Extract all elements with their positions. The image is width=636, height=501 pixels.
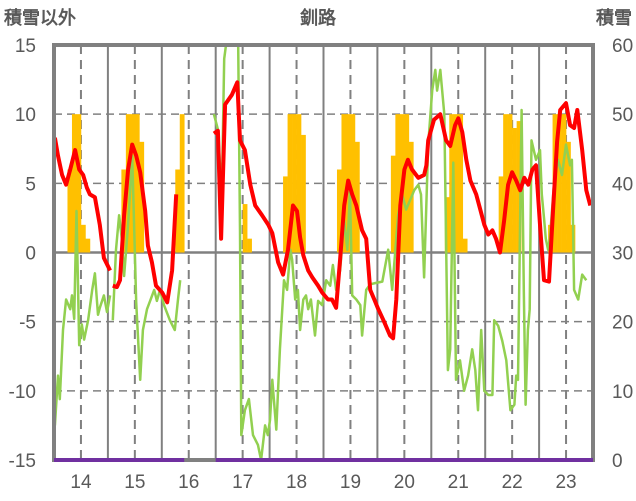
right-tick-label: 60 — [612, 36, 633, 57]
x-tick-label: 20 — [394, 472, 415, 493]
snow-bar — [561, 114, 567, 253]
x-tick-label: 19 — [340, 472, 361, 493]
snow-bar — [458, 114, 464, 253]
snow-bar — [395, 114, 401, 253]
snow-bar — [453, 114, 459, 253]
snow-bar — [175, 169, 181, 253]
snow-bar — [354, 141, 360, 253]
green-series-line — [212, 43, 588, 462]
snow-bar — [341, 114, 347, 253]
snow-bar — [67, 169, 73, 253]
plot-frame — [52, 43, 595, 462]
x-tick-label: 17 — [232, 472, 253, 493]
left-tick-label: -15 — [9, 451, 36, 472]
red-series-line — [52, 137, 112, 272]
snow-bar — [350, 114, 356, 253]
snow-bar — [449, 114, 455, 253]
x-tick-label: 15 — [124, 472, 145, 493]
snow-bar — [292, 114, 297, 253]
snow-bar — [247, 238, 252, 253]
snow-bar — [85, 238, 91, 253]
left-tick-label: 5 — [25, 174, 36, 195]
left-axis-title: 積雪以外 — [3, 7, 76, 28]
snow-bar — [296, 114, 302, 253]
snow-bar — [301, 134, 306, 253]
x-tick-label: 21 — [448, 472, 469, 493]
snow-bar — [503, 114, 508, 253]
snow-bar — [283, 176, 288, 253]
x-tick-label: 22 — [502, 472, 523, 493]
left-tick-label: -5 — [19, 313, 36, 334]
right-axis-title: 積雪 — [595, 7, 632, 28]
snow-bar — [444, 197, 450, 253]
red-series-line — [212, 80, 593, 341]
snow-bar — [512, 128, 517, 253]
snow-bar — [557, 114, 562, 253]
snow-bar — [71, 114, 77, 253]
snow-bar — [80, 224, 86, 253]
x-tick-label: 16 — [178, 472, 199, 493]
right-tick-label: 0 — [612, 451, 623, 472]
snow-bar — [179, 114, 185, 253]
right-tick-label: 20 — [612, 313, 633, 334]
snow-bar — [242, 204, 248, 253]
snow-bar — [566, 141, 571, 253]
x-tick-label: 18 — [286, 472, 307, 493]
chart-title: 釧路 — [300, 7, 337, 28]
snow-bar — [404, 114, 410, 253]
x-tick-label: 23 — [555, 472, 576, 493]
left-tick-label: 0 — [25, 244, 36, 265]
right-tick-label: 10 — [612, 382, 633, 403]
snow-bar — [336, 169, 342, 253]
left-tick-label: 10 — [15, 105, 36, 126]
right-tick-label: 30 — [612, 244, 633, 265]
left-tick-label: 15 — [15, 36, 36, 57]
snow-bar — [76, 114, 82, 253]
snow-bar — [498, 176, 504, 253]
green-series-line — [53, 209, 112, 426]
left-tick-label: -10 — [9, 382, 36, 403]
snow-bar — [462, 238, 468, 253]
right-tick-label: 50 — [612, 105, 633, 126]
x-tick-label: 14 — [70, 472, 92, 493]
red-series-line — [112, 142, 179, 305]
snow-bar — [390, 155, 396, 253]
snow-bar — [134, 114, 140, 253]
snow-bar — [287, 114, 293, 253]
right-tick-label: 40 — [612, 174, 633, 195]
